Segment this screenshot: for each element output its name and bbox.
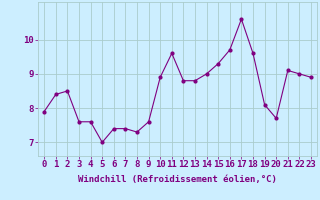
X-axis label: Windchill (Refroidissement éolien,°C): Windchill (Refroidissement éolien,°C) — [78, 175, 277, 184]
